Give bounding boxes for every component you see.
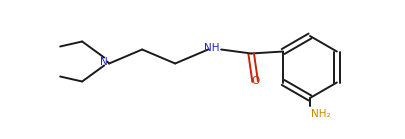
Text: N: N xyxy=(100,56,108,66)
Text: O: O xyxy=(250,76,259,86)
Text: NH₂: NH₂ xyxy=(310,109,330,119)
Text: NH: NH xyxy=(203,43,219,53)
